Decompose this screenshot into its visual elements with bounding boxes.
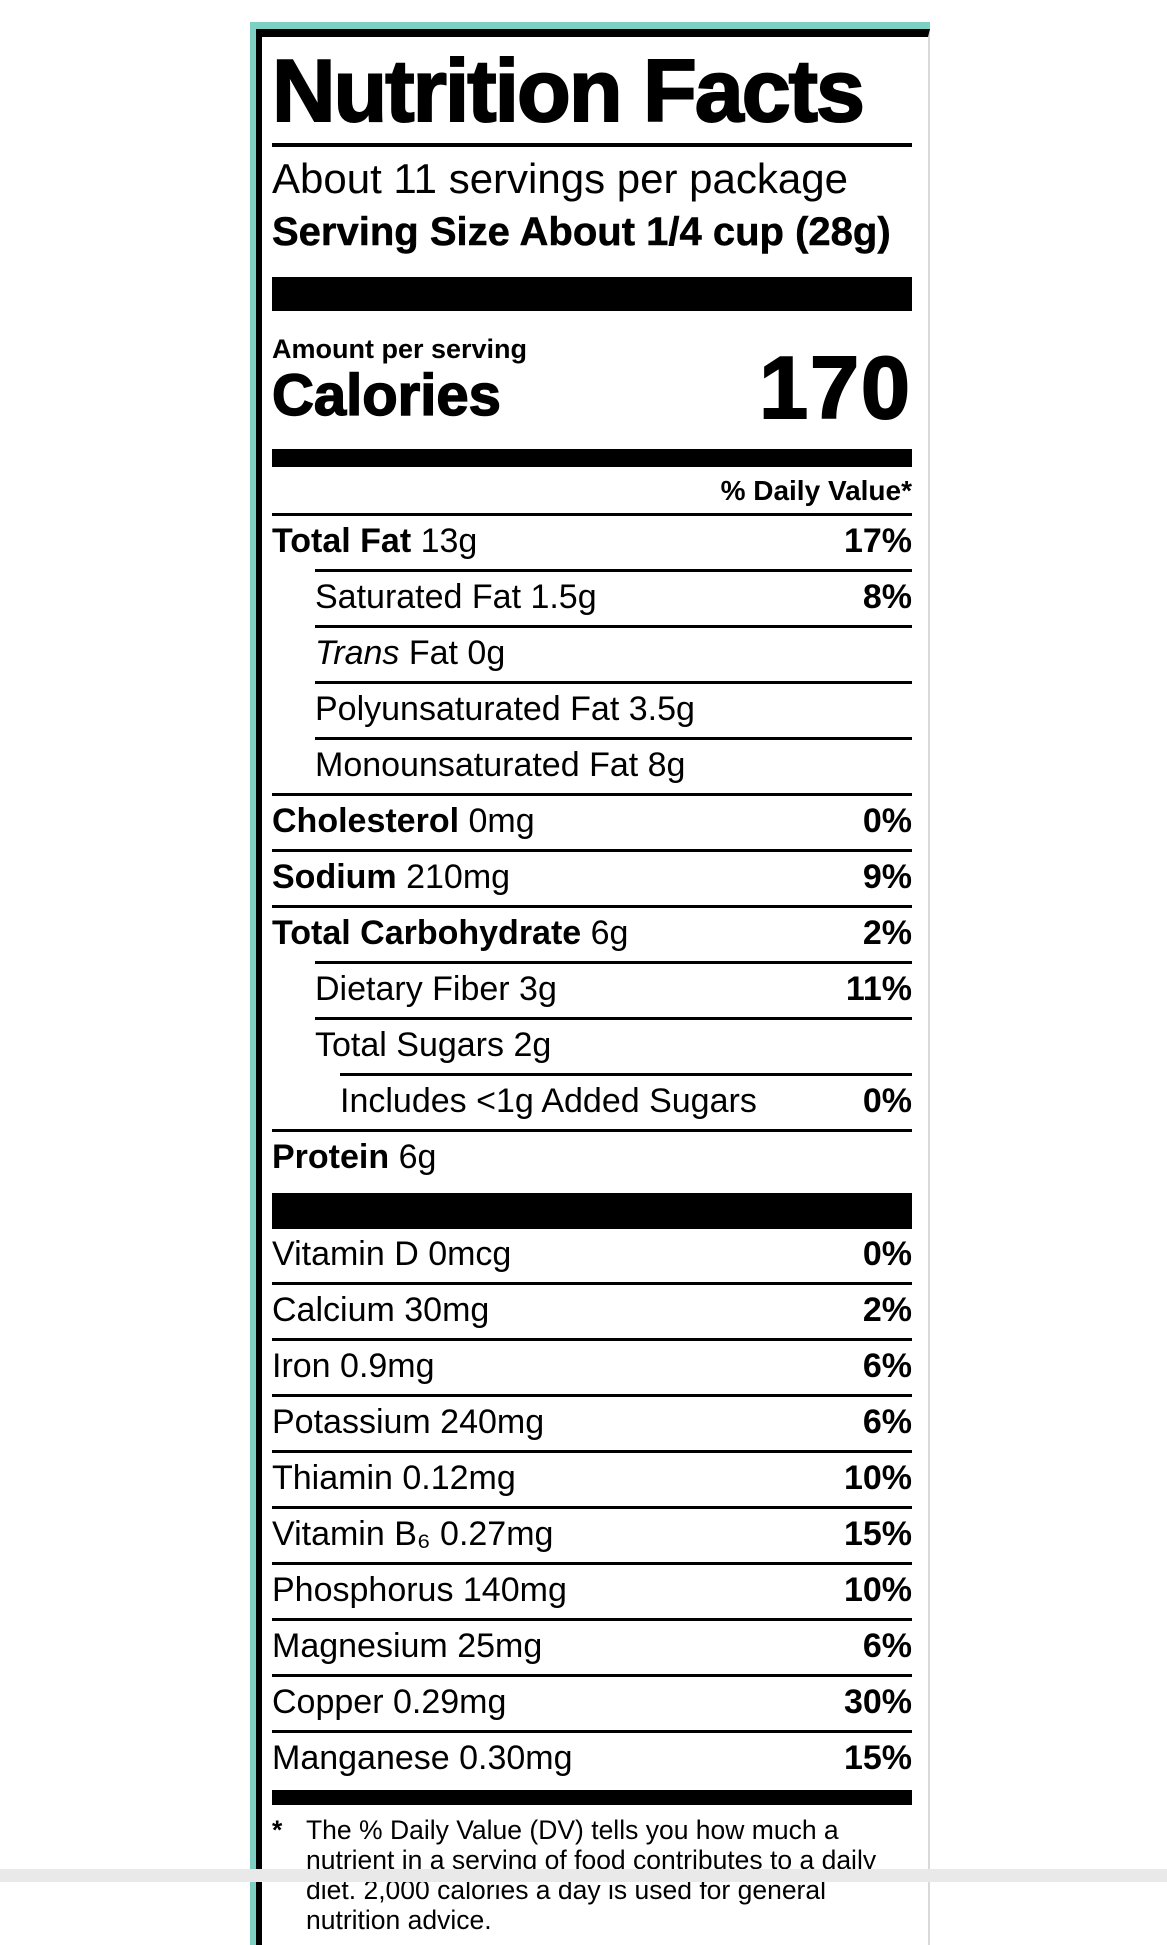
nutrient-name: Polyunsaturated Fat 3.5g [315, 684, 695, 737]
nutrient-name: Total Sugars 2g [315, 1020, 551, 1073]
micronutrient-daily-value: 6% [862, 1403, 912, 1441]
calories-left-column: Amount per serving Calories [271, 333, 528, 428]
micronutrient-row-vitamin-d: Vitamin D 0mcg 0% [272, 1229, 912, 1282]
nutrient-row-total-carbohydrate: Total Carbohydrate 6g 2% [272, 905, 912, 961]
nutrient-amount: Dietary Fiber 3g [315, 970, 557, 1008]
micronutrient-row-manganese: Manganese 0.30mg 15% [272, 1730, 912, 1786]
micronutrient-name: Magnesium 25mg [272, 1627, 543, 1665]
nutrient-amount: Fat 0g [399, 634, 506, 672]
nutrient-row-cholesterol: Cholesterol 0mg 0% [272, 793, 912, 849]
nutrient-amount: 13g [411, 522, 478, 560]
daily-value-header: % Daily Value* [272, 467, 912, 516]
footnote-asterisk: * [272, 1815, 283, 1845]
nutrient-name: Total Fat 13g [272, 516, 477, 569]
nutrient-amount: 6g [581, 914, 629, 952]
micronutrient-name: Manganese 0.30mg [272, 1739, 573, 1777]
separator-bar-medium [272, 449, 912, 467]
nutrient-name-italic: Trans [315, 634, 400, 672]
micronutrient-name: Phosphorus 140mg [272, 1571, 567, 1609]
nutrient-amount: 0mg [459, 802, 535, 840]
nutrient-name-bold: Sodium [272, 858, 397, 896]
micronutrient-daily-value: 10% [843, 1571, 912, 1609]
micronutrient-row-copper: Copper 0.29mg 30% [272, 1674, 912, 1730]
separator-bar-thin [272, 1790, 912, 1805]
nutrient-amount: Monounsaturated Fat 8g [315, 746, 686, 784]
separator-bar-thick [272, 277, 912, 311]
nutrient-row-polyunsaturated-fat: Polyunsaturated Fat 3.5g [315, 681, 912, 737]
nutrient-name: Sodium 210mg [272, 852, 510, 905]
micronutrient-row-thiamin: Thiamin 0.12mg 10% [272, 1450, 912, 1506]
nutrient-amount: 6g [389, 1138, 437, 1176]
nutrient-name: Cholesterol 0mg [272, 796, 535, 849]
nutrient-amount: Saturated Fat 1.5g [315, 578, 597, 616]
nutrient-name: Dietary Fiber 3g [315, 964, 557, 1017]
nutrient-amount: Polyunsaturated Fat 3.5g [315, 690, 695, 728]
separator-bar-thick [272, 1193, 912, 1229]
nutrient-daily-value: 0% [862, 1082, 912, 1120]
micronutrient-daily-value: 6% [862, 1347, 912, 1385]
micronutrient-row-potassium: Potassium 240mg 6% [272, 1394, 912, 1450]
nutrient-row-saturated-fat: Saturated Fat 1.5g 8% [315, 569, 912, 625]
calories-block: Amount per serving Calories 170 [271, 333, 912, 437]
micronutrient-row-iron: Iron 0.9mg 6% [272, 1338, 912, 1394]
nutrient-name-bold: Cholesterol [272, 802, 460, 840]
nutrient-row-sodium: Sodium 210mg 9% [272, 849, 912, 905]
servings-per-package: About 11 servings per package [272, 155, 848, 202]
nutrient-name: Trans Fat 0g [315, 628, 505, 681]
micronutrient-row-magnesium: Magnesium 25mg 6% [272, 1618, 912, 1674]
nutrient-name: Includes <1g Added Sugars [340, 1076, 757, 1129]
micronutrient-name: Calcium 30mg [272, 1291, 490, 1329]
page-background: { "label": { "title": "Nutrition Facts",… [0, 22, 1167, 1945]
micronutrient-row-vitamin-b6: Vitamin B₆ 0.27mg 15% [272, 1506, 912, 1562]
amount-per-serving-label: Amount per serving [272, 334, 528, 364]
serving-size: Serving Size About 1/4 cup (28g) [272, 210, 891, 255]
micronutrient-name: Thiamin 0.12mg [272, 1459, 516, 1497]
nutrient-row-dietary-fiber: Dietary Fiber 3g 11% [315, 961, 912, 1017]
label-title: Nutrition Facts [271, 45, 912, 147]
nutrient-daily-value: 9% [862, 858, 912, 896]
nutrient-name: Monounsaturated Fat 8g [315, 740, 685, 793]
bottom-strip [0, 1869, 1167, 1882]
micronutrient-daily-value: 30% [843, 1683, 912, 1721]
micronutrient-name: Vitamin D 0mcg [272, 1235, 512, 1273]
micronutrient-daily-value: 6% [862, 1627, 912, 1665]
nutrient-row-protein: Protein 6g [272, 1129, 912, 1185]
micronutrient-row-phosphorus: Phosphorus 140mg 10% [272, 1562, 912, 1618]
micronutrient-daily-value: 15% [843, 1739, 912, 1777]
nutrient-row-trans-fat: Trans Fat 0g [315, 625, 912, 681]
nutrient-daily-value: 11% [845, 970, 912, 1008]
micronutrient-daily-value: 15% [843, 1515, 912, 1553]
calories-label: Calories [271, 363, 501, 428]
micronutrient-name: Copper 0.29mg [272, 1683, 507, 1721]
nutrient-amount: 210mg [396, 858, 511, 896]
nutrient-name: Saturated Fat 1.5g [315, 572, 597, 625]
nutrient-name-bold: Protein [272, 1138, 390, 1176]
micronutrient-daily-value: 10% [843, 1459, 912, 1497]
nutrition-label-panel: Nutrition Facts About 11 servings per pa… [256, 29, 930, 1945]
nutrient-name: Total Carbohydrate 6g [272, 908, 628, 961]
nutrient-daily-value: 2% [862, 914, 912, 952]
nutrient-amount: Includes <1g Added Sugars [340, 1082, 757, 1120]
micronutrient-name: Vitamin B₆ 0.27mg [272, 1515, 554, 1553]
micronutrient-name: Potassium 240mg [272, 1403, 545, 1441]
nutrition-label: Nutrition Facts About 11 servings per pa… [250, 22, 930, 1945]
nutrient-name: Protein 6g [272, 1132, 436, 1185]
micronutrient-daily-value: 0% [862, 1235, 912, 1273]
micronutrient-row-calcium: Calcium 30mg 2% [272, 1282, 912, 1338]
nutrient-row-monounsaturated-fat: Monounsaturated Fat 8g [315, 737, 912, 793]
nutrient-amount: Total Sugars 2g [315, 1026, 552, 1064]
nutrient-row-total-fat: Total Fat 13g 17% [272, 516, 912, 569]
nutrient-name-bold: Total Carbohydrate [272, 914, 582, 952]
calories-value: 170 [758, 338, 912, 437]
micronutrient-name: Iron 0.9mg [272, 1347, 435, 1385]
nutrient-daily-value: 8% [862, 578, 912, 616]
nutrient-name-bold: Total Fat [272, 522, 412, 560]
nutrient-daily-value: 0% [862, 802, 912, 840]
nutrient-row-added-sugars: Includes <1g Added Sugars 0% [340, 1073, 912, 1129]
nutrient-daily-value: 17% [843, 522, 912, 560]
nutrient-row-total-sugars: Total Sugars 2g [315, 1017, 912, 1073]
micronutrient-daily-value: 2% [862, 1291, 912, 1329]
